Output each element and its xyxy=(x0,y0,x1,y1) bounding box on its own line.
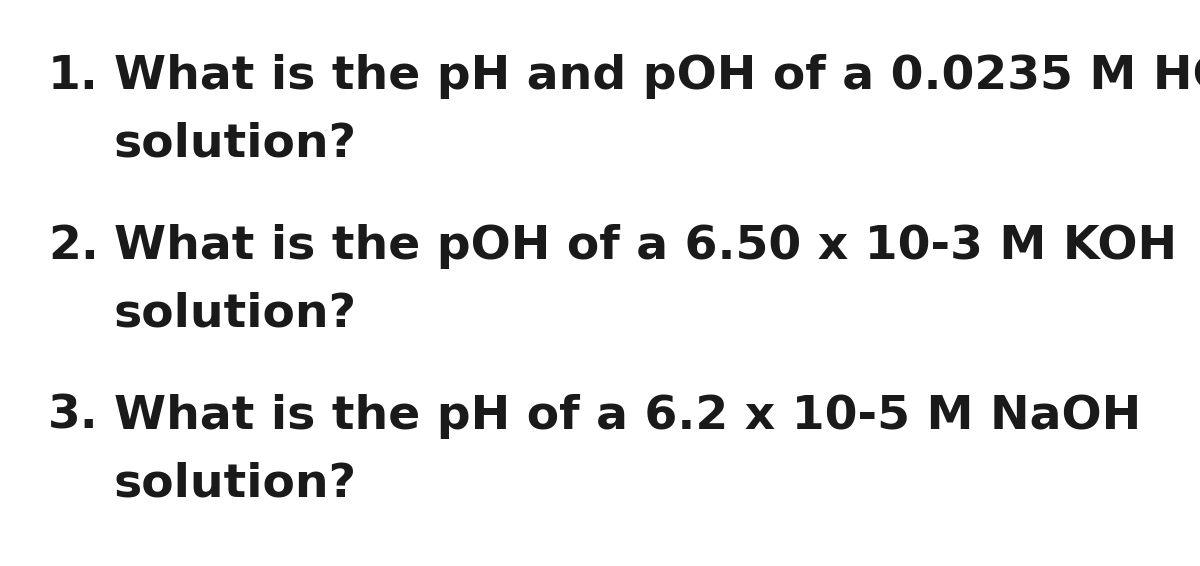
Text: 2.: 2. xyxy=(48,224,98,269)
Text: 1.: 1. xyxy=(48,54,98,99)
Text: solution?: solution? xyxy=(114,461,358,507)
Text: solution?: solution? xyxy=(114,291,358,337)
Text: What is the pH and pOH of a 0.0235 M HCl: What is the pH and pOH of a 0.0235 M HCl xyxy=(114,54,1200,99)
Text: What is the pOH of a 6.50 x 10-3 M KOH: What is the pOH of a 6.50 x 10-3 M KOH xyxy=(114,224,1177,269)
Text: What is the pH of a 6.2 x 10-5 M NaOH: What is the pH of a 6.2 x 10-5 M NaOH xyxy=(114,393,1141,439)
Text: solution?: solution? xyxy=(114,122,358,167)
Text: 3.: 3. xyxy=(48,393,98,439)
